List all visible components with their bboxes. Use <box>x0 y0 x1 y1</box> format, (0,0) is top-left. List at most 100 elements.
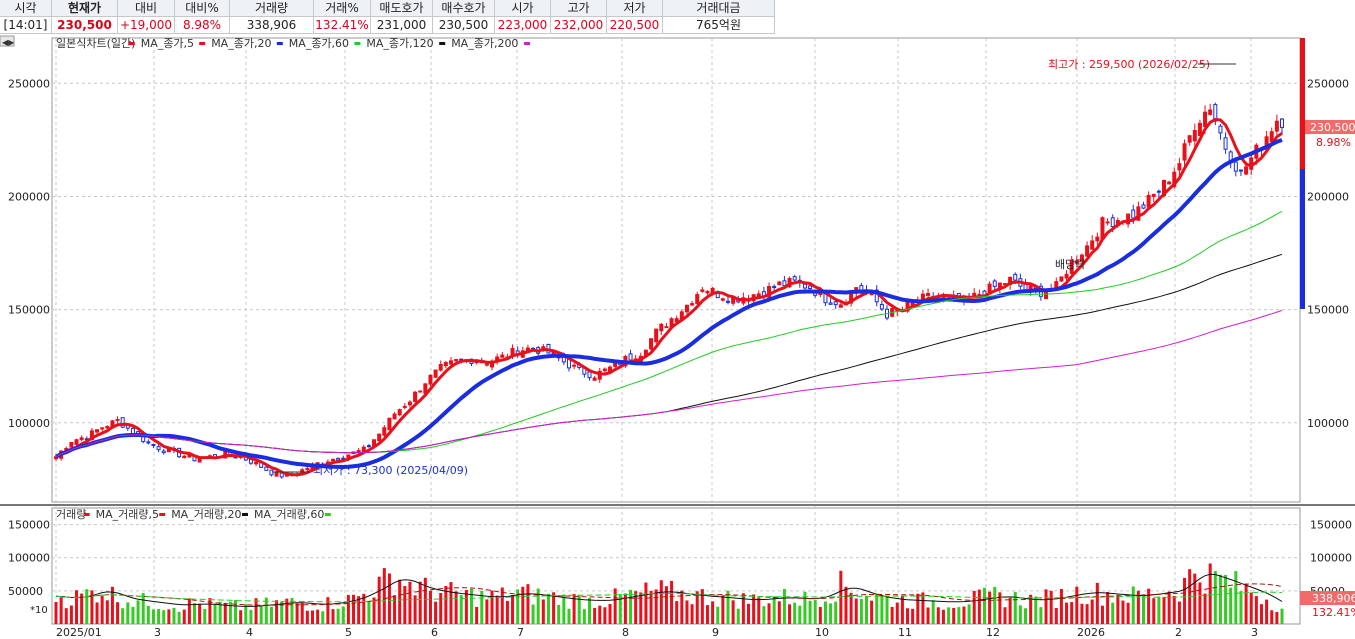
candle-body[interactable] <box>100 427 105 430</box>
volume-bar[interactable] <box>90 590 94 624</box>
volume-bar[interactable] <box>439 593 443 624</box>
volume-bar[interactable] <box>1018 605 1022 624</box>
candle-body[interactable] <box>1126 213 1131 225</box>
candle-body[interactable] <box>1182 143 1187 161</box>
volume-bar[interactable] <box>1024 608 1028 624</box>
volume-bar[interactable] <box>577 595 581 624</box>
volume-bar[interactable] <box>1234 571 1238 624</box>
candle-body[interactable] <box>920 293 925 300</box>
candle-body[interactable] <box>926 292 931 296</box>
volume-bar[interactable] <box>977 589 981 624</box>
candle-body[interactable] <box>572 364 577 367</box>
volume-bar[interactable] <box>413 595 417 624</box>
volume-bar[interactable] <box>126 602 130 624</box>
volume-bar[interactable] <box>418 581 422 624</box>
volume-bar[interactable] <box>829 603 833 624</box>
volume-bar[interactable] <box>629 589 633 624</box>
volume-bar[interactable] <box>511 595 515 624</box>
volume-bar[interactable] <box>116 602 120 624</box>
volume-bar[interactable] <box>393 595 397 624</box>
volume-bar[interactable] <box>931 600 935 624</box>
volume-bar[interactable] <box>310 610 314 624</box>
volume-bar[interactable] <box>269 606 273 624</box>
volume-bar[interactable] <box>234 600 238 624</box>
candle-body[interactable] <box>1141 204 1146 209</box>
volume-bar[interactable] <box>295 603 299 624</box>
volume-bar[interactable] <box>921 592 925 624</box>
volume-bar[interactable] <box>1075 586 1079 624</box>
volume-bar[interactable] <box>603 607 607 624</box>
volume-bar[interactable] <box>798 605 802 624</box>
volume-bar[interactable] <box>1203 593 1207 624</box>
volume-bar[interactable] <box>423 577 427 624</box>
volume-bar[interactable] <box>777 601 781 624</box>
volume-bar[interactable] <box>1090 599 1094 624</box>
volume-bar[interactable] <box>716 606 720 624</box>
volume-bar[interactable] <box>403 586 407 624</box>
volume-bar[interactable] <box>105 600 109 624</box>
candle-body[interactable] <box>628 353 633 361</box>
volume-bar[interactable] <box>100 595 104 624</box>
volume-bar[interactable] <box>644 582 648 624</box>
volume-bar[interactable] <box>346 595 350 624</box>
volume-bar[interactable] <box>639 592 643 624</box>
candle-body[interactable] <box>407 401 412 406</box>
volume-bar[interactable] <box>967 604 971 624</box>
volume-bar[interactable] <box>813 600 817 624</box>
volume-bar[interactable] <box>1172 595 1176 624</box>
volume-bar[interactable] <box>305 610 309 624</box>
volume-bar[interactable] <box>480 590 484 624</box>
volume-bar[interactable] <box>300 603 304 624</box>
candle-body[interactable] <box>264 466 269 471</box>
candle-body[interactable] <box>1244 166 1249 175</box>
volume-bar[interactable] <box>711 601 715 624</box>
volume-bar[interactable] <box>1039 607 1043 624</box>
volume-bar[interactable] <box>1141 596 1145 624</box>
volume-bar[interactable] <box>700 589 704 624</box>
candle-body[interactable] <box>156 446 161 451</box>
volume-bar[interactable] <box>895 602 899 624</box>
volume-bar[interactable] <box>1177 601 1181 624</box>
volume-bar[interactable] <box>141 592 145 624</box>
volume-bar[interactable] <box>1111 602 1115 624</box>
volume-bar[interactable] <box>844 586 848 624</box>
volume-bar[interactable] <box>1254 596 1258 624</box>
candle-body[interactable] <box>433 369 438 378</box>
volume-bar[interactable] <box>387 573 391 624</box>
candle-body[interactable] <box>1064 273 1069 279</box>
candle-body[interactable] <box>777 281 782 286</box>
candle-body[interactable] <box>74 439 79 445</box>
volume-bar[interactable] <box>880 595 884 624</box>
volume-bar[interactable] <box>1167 591 1171 624</box>
volume-bar[interactable] <box>485 599 489 624</box>
candle-body[interactable] <box>1187 135 1192 143</box>
volume-bar[interactable] <box>280 601 284 624</box>
candle-body[interactable] <box>484 363 489 366</box>
volume-bar[interactable] <box>664 586 668 624</box>
candle-body[interactable] <box>649 338 654 350</box>
candle-body[interactable] <box>1238 169 1243 172</box>
candle-body[interactable] <box>79 437 84 441</box>
candle-body[interactable] <box>767 285 772 298</box>
volume-bar[interactable] <box>500 587 504 624</box>
volume-bar[interactable] <box>998 592 1002 624</box>
volume-bar[interactable] <box>618 594 622 624</box>
volume-bar[interactable] <box>1162 597 1166 624</box>
candle-body[interactable] <box>1218 125 1223 134</box>
volume-bar[interactable] <box>685 600 689 624</box>
candle-body[interactable] <box>413 391 418 403</box>
volume-bar[interactable] <box>341 606 345 624</box>
volume-bar[interactable] <box>531 604 535 624</box>
volume-bar[interactable] <box>598 605 602 624</box>
volume-bar[interactable] <box>572 593 576 624</box>
volume-bar[interactable] <box>823 601 827 624</box>
volume-bar[interactable] <box>228 601 232 624</box>
candle-body[interactable] <box>336 457 341 461</box>
volume-bar[interactable] <box>1085 604 1089 624</box>
candle-body[interactable] <box>700 289 705 292</box>
volume-bar[interactable] <box>613 588 617 624</box>
volume-bar[interactable] <box>336 608 340 624</box>
volume-bar[interactable] <box>259 605 263 624</box>
volume-bar[interactable] <box>649 590 653 624</box>
candle-body[interactable] <box>1223 137 1228 150</box>
